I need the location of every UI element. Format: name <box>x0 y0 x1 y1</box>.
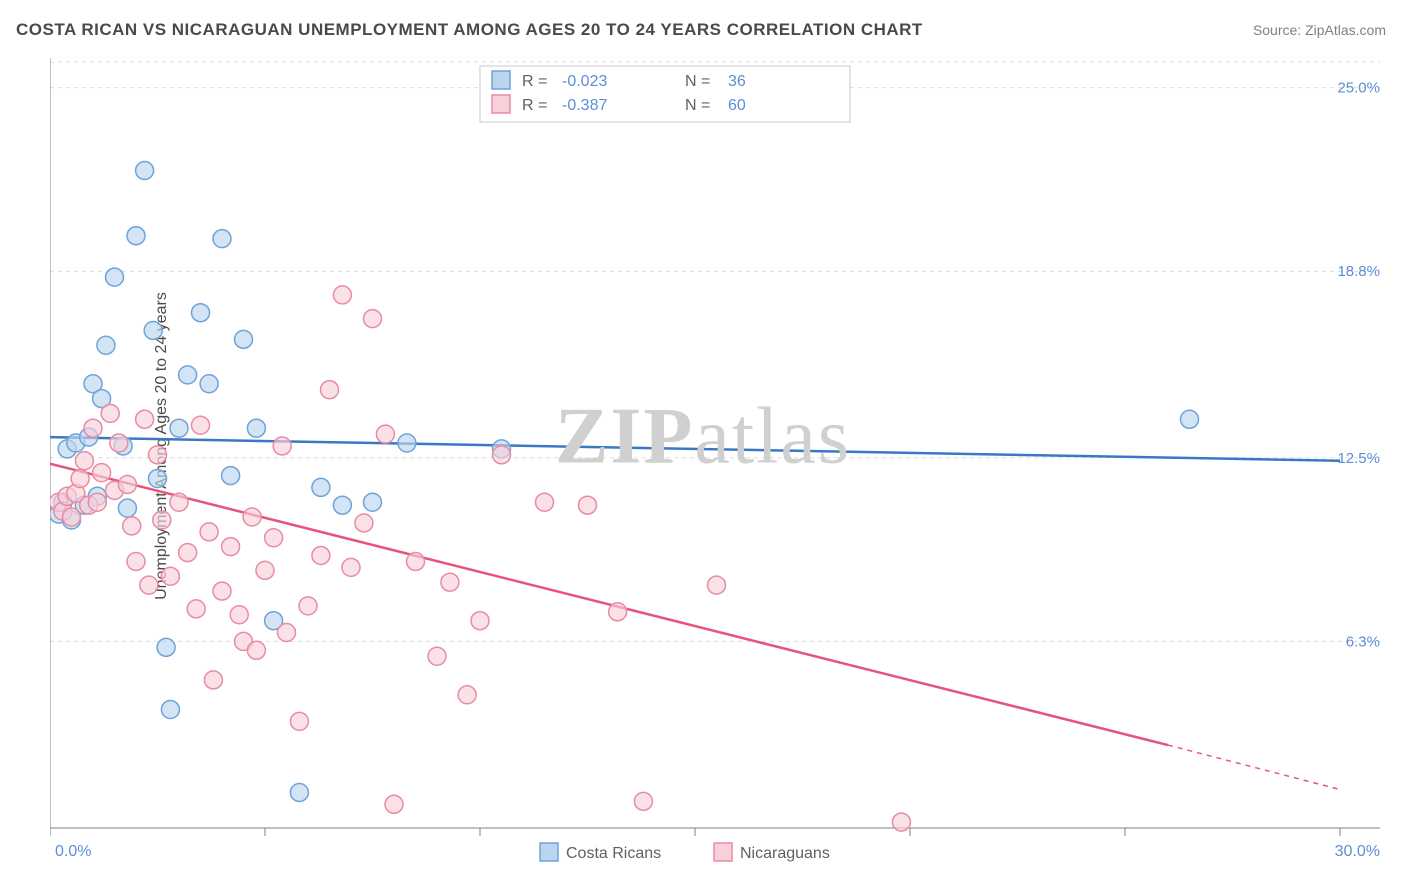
svg-text:N =: N = <box>685 73 710 90</box>
svg-text:6.3%: 6.3% <box>1346 633 1380 650</box>
svg-text:-0.387: -0.387 <box>562 97 607 114</box>
svg-text:-0.023: -0.023 <box>562 73 607 90</box>
chart-plot-area: 6.3% 12.5% 18.8% 25.0% 0.0% 30.0% R = -0.023 N =… <box>50 58 1390 858</box>
svg-text:R =: R = <box>522 73 547 90</box>
svg-text:25.0%: 25.0% <box>1337 80 1380 97</box>
svg-text:36: 36 <box>728 73 746 90</box>
svg-text:0.0%: 0.0% <box>55 843 91 860</box>
svg-text:30.0%: 30.0% <box>1335 843 1380 860</box>
svg-text:Nicaraguans: Nicaraguans <box>740 845 830 862</box>
svg-text:Costa Ricans: Costa Ricans <box>566 845 661 862</box>
source-label: Source: <box>1253 22 1301 38</box>
scatter-chart-svg: 6.3% 12.5% 18.8% 25.0% 0.0% 30.0% R = -0.023 N =… <box>50 58 1390 868</box>
svg-text:60: 60 <box>728 97 746 114</box>
chart-title: COSTA RICAN VS NICARAGUAN UNEMPLOYMENT A… <box>16 20 923 40</box>
svg-text:18.8%: 18.8% <box>1337 263 1380 280</box>
source-attribution: Source: ZipAtlas.com <box>1253 22 1386 38</box>
source-link[interactable]: ZipAtlas.com <box>1305 22 1386 38</box>
svg-text:12.5%: 12.5% <box>1337 450 1380 467</box>
svg-text:R =: R = <box>522 97 547 114</box>
svg-text:N =: N = <box>685 97 710 114</box>
